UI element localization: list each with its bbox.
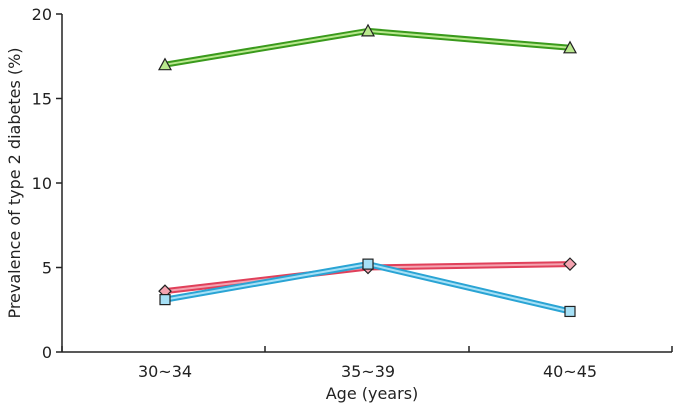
y-tick-label: 5 <box>42 259 52 278</box>
data-point-square <box>564 305 576 318</box>
data-point-diamond <box>563 257 577 271</box>
y-axis-title: Prevalence of type 2 diabetes (%) <box>5 47 24 318</box>
series-group <box>157 23 578 318</box>
y-tick-label: 0 <box>42 343 52 362</box>
x-ticks: 30~34 35~39 40~45 <box>61 346 673 381</box>
data-point-triangle <box>562 40 578 54</box>
data-point-triangle <box>360 23 376 37</box>
y-ticks: 0 5 10 15 20 <box>32 5 62 362</box>
y-tick-label: 15 <box>32 90 52 109</box>
x-tick-label: 35~39 <box>341 362 395 381</box>
data-point-square <box>362 258 374 270</box>
y-tick-label: 10 <box>32 174 52 193</box>
y-tick-label: 20 <box>32 5 52 24</box>
data-point-square <box>159 294 171 306</box>
x-tick-label: 30~34 <box>138 362 192 381</box>
data-point-triangle <box>157 57 173 71</box>
x-tick-label: 40~45 <box>543 362 597 381</box>
axes <box>61 14 672 353</box>
x-axis-title: Age (years) <box>326 384 419 403</box>
